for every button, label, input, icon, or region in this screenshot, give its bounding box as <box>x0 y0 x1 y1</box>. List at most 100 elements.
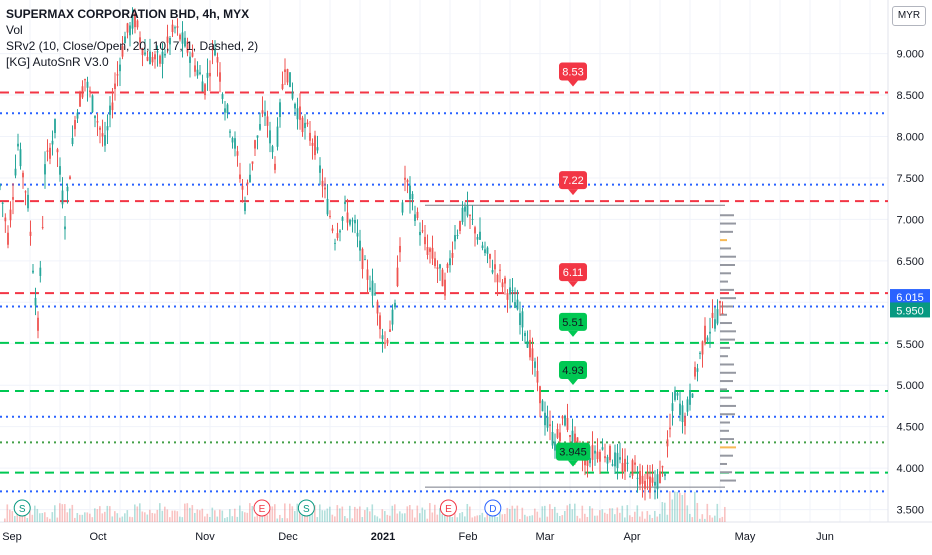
volume-bar <box>411 509 414 522</box>
legend-srv2[interactable]: SRv2 (10, Close/Open, 20, 10, 7, 1, Dash… <box>6 39 259 53</box>
candle-body <box>554 441 556 451</box>
candle-body <box>41 227 44 229</box>
volume-bar <box>461 512 464 522</box>
volume-bar <box>656 516 659 522</box>
candle-body <box>409 185 411 200</box>
candle-body <box>481 245 484 249</box>
volume-bar <box>361 517 364 522</box>
volume-bar <box>646 511 649 522</box>
candle-body <box>646 471 649 480</box>
candle-body <box>491 270 494 273</box>
candle-body <box>656 474 659 490</box>
candle-body <box>494 264 496 270</box>
volume-bar <box>434 504 436 522</box>
volume-bar <box>574 503 576 522</box>
candle-body <box>81 86 84 98</box>
volume-bar <box>451 517 454 522</box>
candle-body <box>0 184 1 187</box>
volume-bar <box>84 512 86 522</box>
volume-profile-bar <box>720 471 732 474</box>
volume-bar <box>631 516 634 522</box>
volume-bar <box>271 506 274 522</box>
volume-bar <box>521 507 524 522</box>
volume-bar <box>204 516 206 522</box>
candle-body <box>91 95 94 113</box>
volume-bar <box>644 518 646 522</box>
candle-body <box>309 132 311 141</box>
candle-body <box>324 187 326 190</box>
volume-profile-bar <box>720 272 731 275</box>
candle-body <box>104 135 106 146</box>
candle-body <box>641 475 644 484</box>
volume-bar <box>456 517 459 522</box>
currency-button[interactable]: MYR <box>892 6 926 26</box>
candle-body <box>46 150 49 152</box>
candle-body <box>591 445 594 460</box>
candle-body <box>636 477 639 479</box>
candle-body <box>506 293 509 300</box>
candle-body <box>301 117 304 133</box>
candle-body <box>154 54 156 60</box>
volume-bar <box>239 505 241 522</box>
volume-bar <box>374 515 376 522</box>
volume-bar <box>256 511 259 522</box>
volume-bar <box>364 510 366 522</box>
volume-bar <box>439 508 441 522</box>
volume-bar <box>149 509 151 522</box>
candle-body <box>444 279 446 296</box>
candle-body <box>484 249 486 254</box>
volume-bar <box>189 507 191 522</box>
volume-profile-bar <box>720 355 728 358</box>
volume-bar <box>469 506 471 522</box>
candle-body <box>1 202 4 204</box>
volume-bar <box>279 514 281 522</box>
candle-body <box>194 65 196 72</box>
volume-bar <box>479 515 481 522</box>
volume-bar <box>649 514 651 522</box>
volume-bar <box>454 505 456 522</box>
candle-body <box>439 264 441 269</box>
candle-body <box>434 258 436 266</box>
volume-bar <box>226 517 229 522</box>
candle-body <box>174 27 176 29</box>
level-callout-box <box>556 442 590 461</box>
volume-bar <box>436 514 439 522</box>
candle-body <box>291 91 294 99</box>
legend-vol[interactable]: Vol <box>6 23 23 37</box>
legend-autosnr[interactable]: [KG] AutoSnR V3.0 <box>6 55 109 69</box>
candle-body <box>54 118 56 134</box>
candle-body <box>144 52 146 55</box>
volume-bar <box>709 515 711 522</box>
candle-body <box>239 174 241 179</box>
candle-body <box>499 269 501 271</box>
candle-body <box>211 48 214 51</box>
candle-body <box>166 36 169 43</box>
candle-body <box>306 122 309 125</box>
volume-bar <box>36 508 39 522</box>
level-callout-box <box>559 361 587 380</box>
candle-body <box>96 121 99 123</box>
y-tick-label: 6.500 <box>896 256 924 268</box>
volume-bar <box>616 507 619 522</box>
volume-bar <box>511 505 514 522</box>
candle-body <box>429 248 431 252</box>
candle-body <box>374 293 376 295</box>
candle-body <box>17 143 19 147</box>
volume-bar <box>379 518 381 522</box>
volume-bar <box>441 514 444 522</box>
candle-body <box>234 138 236 149</box>
volume-bar <box>71 504 74 522</box>
candle-body <box>179 34 181 40</box>
volume-bar <box>689 513 691 522</box>
volume-bar <box>196 509 199 522</box>
candle-body <box>549 424 551 426</box>
volume-bar <box>191 505 194 522</box>
y-tick-label: 8.500 <box>896 90 924 102</box>
volume-bar <box>29 507 31 522</box>
candle-body <box>544 412 546 426</box>
candle-body <box>474 227 476 234</box>
candle-body <box>629 476 631 478</box>
volume-profile-bar <box>720 255 736 258</box>
